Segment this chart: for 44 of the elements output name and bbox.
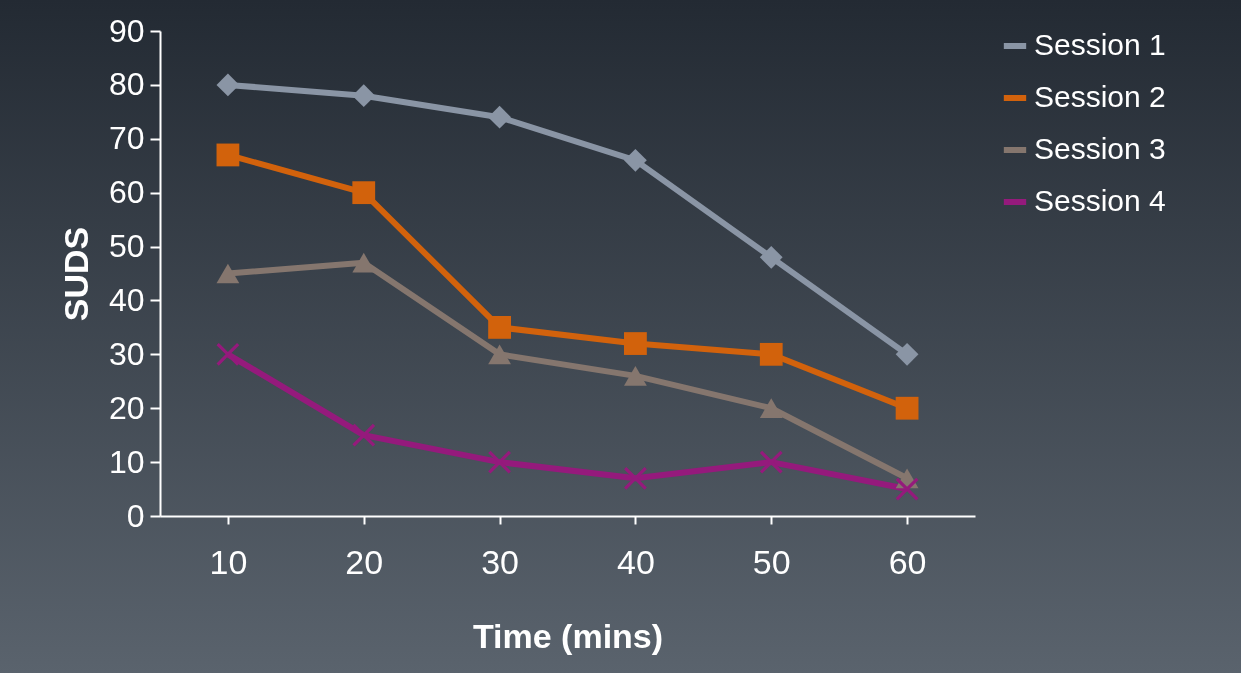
- point: [216, 73, 240, 97]
- point: [624, 366, 647, 386]
- point: [759, 398, 783, 419]
- point: [216, 263, 240, 284]
- y-axis-title: SUDS: [56, 226, 95, 322]
- x-tick-label: 50: [752, 542, 791, 581]
- x-tick-label: 20: [345, 542, 384, 581]
- legend-label: Session 2: [1034, 80, 1166, 113]
- x-tick-label: 10: [209, 542, 248, 581]
- point: [352, 181, 376, 205]
- y-tick-label: 30: [108, 335, 145, 372]
- point: [759, 245, 783, 269]
- point: [624, 466, 647, 490]
- x-tick-label: 40: [617, 542, 655, 581]
- point: [895, 342, 919, 366]
- x-tick-label: 30: [481, 542, 519, 581]
- point: [216, 143, 240, 167]
- y-tick-label: 10: [108, 443, 145, 480]
- x-axis-title: Time (mins): [472, 616, 664, 655]
- legend-label: Session 4: [1034, 184, 1166, 217]
- point: [352, 423, 376, 447]
- point: [488, 105, 511, 129]
- point: [352, 252, 376, 273]
- y-tick-label: 60: [108, 174, 145, 211]
- point: [488, 315, 511, 339]
- point: [216, 342, 240, 366]
- point: [759, 342, 783, 366]
- y-tick-label: 40: [108, 281, 145, 318]
- y-tick-label: 20: [108, 389, 145, 426]
- y-tick-label: 0: [126, 497, 145, 534]
- y-tick-label: 70: [108, 120, 145, 157]
- point: [352, 84, 376, 108]
- point: [759, 450, 783, 474]
- point: [895, 396, 919, 420]
- legend-label: Session 1: [1034, 28, 1166, 61]
- legend-label: Session 3: [1034, 132, 1166, 165]
- point: [624, 148, 647, 172]
- point: [895, 477, 919, 501]
- y-tick-label: 90: [108, 12, 145, 49]
- point: [624, 332, 647, 355]
- y-tick-label: 80: [108, 66, 145, 103]
- point: [488, 344, 511, 365]
- x-tick-label: 60: [888, 542, 927, 581]
- y-tick-label: 50: [108, 228, 145, 265]
